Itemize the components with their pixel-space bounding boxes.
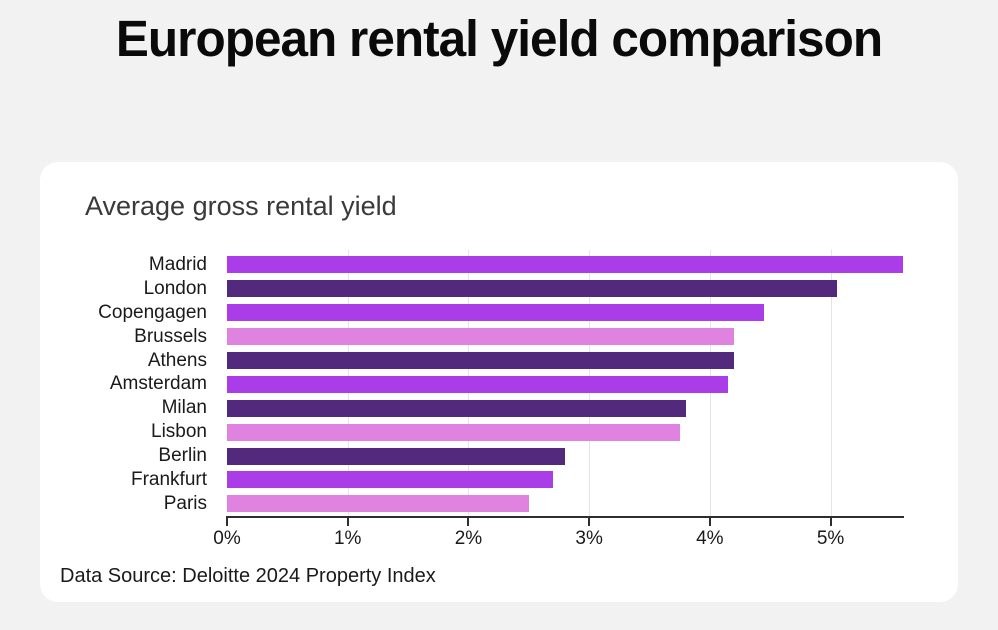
page-title: European rental yield comparison [115, 10, 883, 67]
bar-track-frankfurt [227, 471, 903, 489]
bar-track-milan [227, 399, 903, 417]
gridline-5% [830, 250, 832, 516]
bar-athens [227, 352, 734, 369]
data-source-caption: Data Source: Deloitte 2024 Property Inde… [60, 565, 436, 587]
row-label-madrid: Madrid [148, 253, 207, 275]
bar-track-lisbon [227, 423, 903, 441]
bar-paris [227, 495, 529, 513]
bar-milan [227, 399, 686, 417]
chart-rows: Madrid London Copengagen Brussels Athens Amst… [40, 253, 958, 516]
x-tick-label-1%: 1% [333, 528, 362, 549]
chart-row-milan: Milan [40, 396, 958, 420]
row-label-lisbon: Lisbon [151, 421, 207, 443]
x-tick-1% [346, 518, 349, 526]
chart-row-brussels: Brussels [40, 325, 958, 349]
chart-row-madrid: Madrid [40, 253, 958, 277]
bar-berlin [227, 447, 565, 465]
chart-row-berlin: Berlin [40, 444, 958, 468]
chart-row-lisbon: Lisbon [40, 420, 958, 444]
x-tick-2% [467, 518, 470, 526]
bar-amsterdam [227, 375, 728, 393]
bar-chart: Madrid London Copengagen Brussels Athens Amst… [40, 250, 958, 552]
x-tick-label-3%: 3% [575, 528, 603, 549]
bar-brussels [227, 328, 734, 346]
row-label-copengagen: Copengagen [98, 301, 207, 323]
row-label-brussels: Brussels [134, 325, 207, 347]
chart-row-amsterdam: Amsterdam [40, 372, 958, 396]
bar-london [227, 280, 837, 298]
row-label-berlin: Berlin [158, 445, 207, 467]
bar-lisbon [227, 423, 680, 441]
x-tick-3% [588, 518, 591, 526]
bar-frankfurt [227, 471, 553, 489]
bar-track-brussels [227, 328, 903, 346]
bar-track-paris [227, 495, 903, 513]
chart-subtitle: Average gross rental yield [85, 191, 397, 221]
x-tick-0% [226, 518, 228, 526]
row-label-frankfurt: Frankfurt [130, 468, 207, 490]
bar-copengagen [227, 304, 765, 322]
bar-track-london [227, 280, 903, 298]
chart-row-copengagen: Copengagen [40, 301, 958, 325]
bar-track-berlin [227, 447, 903, 465]
x-tick-5% [829, 518, 832, 526]
chart-card: Average gross rental yield Madrid London C… [40, 162, 958, 602]
row-label-london: London [143, 277, 207, 299]
x-tick-label-2%: 2% [454, 528, 483, 549]
x-tick-label-0%: 0% [213, 528, 241, 549]
row-label-milan: Milan [161, 397, 207, 419]
row-label-paris: Paris [163, 492, 207, 514]
chart-row-athens: Athens [40, 349, 958, 373]
bar-track-amsterdam [227, 375, 903, 393]
x-tick-label-4%: 4% [696, 528, 724, 549]
chart-row-frankfurt: Frankfurt [40, 468, 958, 492]
bar-track-madrid [227, 256, 903, 274]
bar-track-athens [227, 352, 903, 369]
bar-madrid [227, 256, 903, 274]
row-label-athens: Athens [147, 349, 207, 371]
row-label-amsterdam: Amsterdam [109, 373, 207, 395]
bar-track-copengagen [227, 304, 903, 322]
chart-row-london: London [40, 277, 958, 301]
x-tick-4% [708, 518, 711, 526]
x-axis-line [226, 516, 904, 518]
x-tick-label-5%: 5% [816, 528, 845, 549]
chart-row-paris: Paris [40, 492, 958, 516]
